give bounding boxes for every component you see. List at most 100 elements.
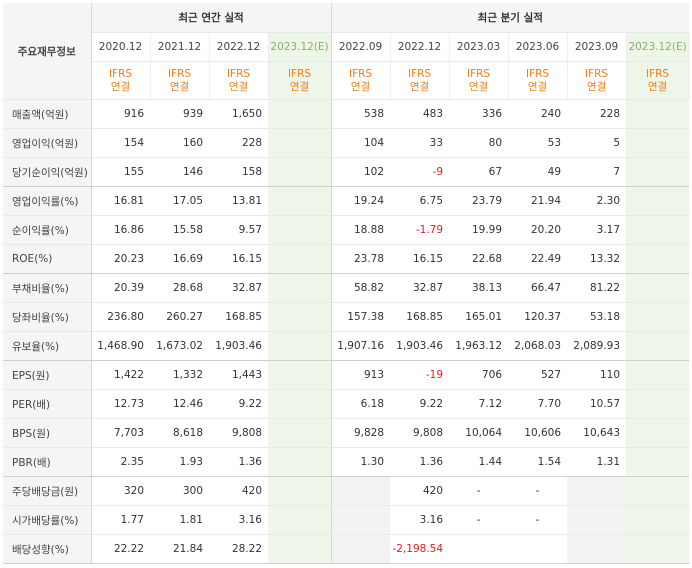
value-cell: 16.69: [150, 244, 209, 274]
financial-summary-table: 주요재무정보 최근 연간 실적 최근 분기 실적 2020.12 2021.12…: [3, 3, 690, 564]
value-cell: 1,963.12: [449, 331, 509, 361]
row-label: BPS(원): [3, 418, 92, 448]
value-cell: 18.88: [331, 215, 391, 245]
estimate-cell: [626, 331, 690, 361]
estimate-cell: [268, 447, 332, 477]
ifrs-consolidated-label: IFRS 연결: [150, 61, 210, 100]
value-cell: 7: [567, 157, 627, 187]
value-cell: 3.16: [209, 505, 268, 535]
value-cell: 236.80: [91, 302, 150, 332]
value-cell: 2.30: [567, 186, 627, 216]
value-cell: 240: [508, 99, 568, 129]
row-label: PER(배): [3, 389, 92, 419]
table-row: 유보율(%) 1,468.90 1,673.02 1,903.46 1,907.16 1,…: [3, 331, 690, 361]
row-header-label: 주요재무정보: [3, 3, 92, 100]
value-cell: -9: [390, 157, 450, 187]
value-cell: 9.22: [390, 389, 450, 419]
value-cell: 706: [449, 360, 509, 390]
ifrs-consolidated-label: IFRS 연결: [449, 61, 509, 100]
value-cell: 33: [390, 128, 450, 158]
ifrs-text: IFRS: [287, 67, 312, 80]
table-row: 매출액(억원) 916 939 1,650 538 483 336 240 228: [3, 99, 690, 129]
row-label: 당기순이익(억원): [3, 157, 92, 187]
value-cell: 1.44: [449, 447, 509, 477]
table-row: 시가배당률(%) 1.77 1.81 3.16 3.16- -: [3, 505, 690, 535]
value-cell: 23.78: [331, 244, 391, 274]
value-cell: 20.39: [91, 273, 150, 303]
value-cell: 483: [390, 99, 450, 129]
value-cell: 16.86: [91, 215, 150, 245]
ifrs-text: IFRS: [348, 67, 373, 80]
value-cell: -: [449, 476, 509, 506]
value-cell: 22.68: [449, 244, 509, 274]
row-label: 순이익률(%): [3, 215, 92, 245]
empty-cell: [567, 476, 627, 506]
value-cell: 1,903.46: [390, 331, 450, 361]
value-cell: 165.01: [449, 302, 509, 332]
value-cell: 168.85: [390, 302, 450, 332]
value-cell: 53: [508, 128, 568, 158]
table-row: 영업이익률(%) 16.81 17.05 13.81 19.24 6.75 23.79 21.…: [3, 186, 690, 216]
value-cell: 15.58: [150, 215, 209, 245]
estimate-cell: [268, 186, 332, 216]
value-cell: 23.79: [449, 186, 509, 216]
estimate-cell: [268, 99, 332, 129]
row-label: 유보율(%): [3, 331, 92, 361]
row-label: PBR(배): [3, 447, 92, 477]
estimate-cell: [626, 157, 690, 187]
estimate-cell: [268, 418, 332, 448]
value-cell: -: [508, 476, 568, 506]
value-cell: 80: [449, 128, 509, 158]
value-cell: 10.57: [567, 389, 627, 419]
value-cell: 21.84: [150, 534, 209, 564]
ifrs-consolidated-label: IFRS 연결: [91, 61, 151, 100]
value-cell: 1.36: [209, 447, 268, 477]
value-cell: 7.12: [449, 389, 509, 419]
table-row: 부채비율(%) 20.39 28.68 32.87 58.82 32.87 38.13 66.…: [3, 273, 690, 303]
consolidated-text: 연결: [110, 80, 131, 93]
period-header: 2023.03: [449, 32, 509, 62]
table-row: 배당성향(%) 22.22 21.84 28.22 -2,198.54: [3, 534, 690, 564]
row-label: 배당성향(%): [3, 534, 92, 564]
value-cell: 17.05: [150, 186, 209, 216]
value-cell: 1,907.16: [331, 331, 391, 361]
value-cell: 916: [91, 99, 150, 129]
value-cell: 1,673.02: [150, 331, 209, 361]
estimate-cell: [626, 505, 690, 535]
value-cell: 1,443: [209, 360, 268, 390]
value-cell: 3.16: [390, 505, 450, 535]
empty-cell: [331, 476, 391, 506]
ifrs-consolidated-label: IFRS 연결: [331, 61, 391, 100]
ifrs-text: IFRS: [226, 67, 251, 80]
value-cell: 336: [449, 99, 509, 129]
value-cell: 12.46: [150, 389, 209, 419]
period-header: 2023.06: [508, 32, 568, 62]
table-row: EPS(원) 1,422 1,332 1,443 913 -19 706 527 110: [3, 360, 690, 390]
value-cell: 58.82: [331, 273, 391, 303]
ifrs-text: IFRS: [167, 67, 192, 80]
ifrs-text: IFRS: [646, 67, 670, 80]
table-row: PER(배) 12.73 12.46 9.22 6.18 9.22 7.12 7.70 10.5…: [3, 389, 690, 419]
consolidated-text: 연결: [647, 80, 668, 93]
value-cell: 527: [508, 360, 568, 390]
value-cell: 420: [209, 476, 268, 506]
estimate-cell: [626, 273, 690, 303]
row-label: 영업이익(억원): [3, 128, 92, 158]
value-cell: 420: [390, 476, 450, 506]
value-cell: 158: [209, 157, 268, 187]
value-cell: 13.81: [209, 186, 268, 216]
estimate-cell: [268, 534, 332, 564]
value-cell: 104: [331, 128, 391, 158]
value-cell: 7.70: [508, 389, 568, 419]
value-cell: 1.93: [150, 447, 209, 477]
consolidated-text: 연결: [409, 80, 430, 93]
consolidated-text: 연결: [468, 80, 489, 93]
value-cell: 10,606: [508, 418, 568, 448]
ifrs-consolidated-label: IFRS 연결: [567, 61, 627, 100]
value-cell: -19: [390, 360, 450, 390]
value-cell: 28.68: [150, 273, 209, 303]
value-cell: 1,332: [150, 360, 209, 390]
empty-cell: [331, 534, 391, 564]
value-cell: 2,068.03: [508, 331, 568, 361]
value-cell: 8,618: [150, 418, 209, 448]
